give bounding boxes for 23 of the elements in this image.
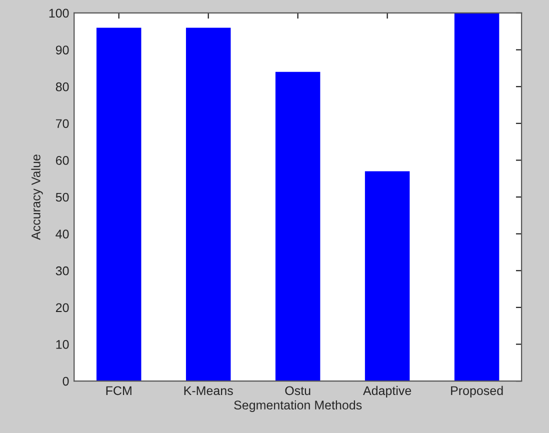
- y-tick-label: 20: [56, 303, 69, 312]
- y-tick-label: 90: [56, 46, 69, 54]
- x-tick-label: Adaptive: [363, 386, 412, 398]
- y-tick-label: 100: [49, 8, 69, 18]
- x-axis-title: Segmentation Methods: [234, 400, 362, 412]
- y-tick-label: 0: [62, 376, 69, 386]
- y-tick-label: 70: [56, 119, 69, 128]
- bar: [364, 171, 410, 382]
- y-tick-label: 60: [56, 156, 69, 165]
- y-axis-title: Accuracy Value: [31, 154, 43, 240]
- bar: [454, 12, 500, 382]
- y-tick-label: 30: [56, 266, 69, 276]
- bar: [275, 72, 320, 382]
- bar: [186, 28, 231, 382]
- x-tick-label: Ostu: [285, 386, 310, 396]
- bar: [96, 28, 142, 382]
- x-tick-label: FCM: [106, 386, 132, 396]
- y-tick-label: 10: [56, 340, 69, 349]
- y-tick-label: 40: [56, 230, 69, 238]
- y-tick-label: 80: [56, 82, 69, 92]
- x-tick-label: Proposed: [451, 386, 503, 398]
- y-tick-label: 50: [56, 192, 69, 202]
- x-tick-label: K-Means: [184, 386, 233, 396]
